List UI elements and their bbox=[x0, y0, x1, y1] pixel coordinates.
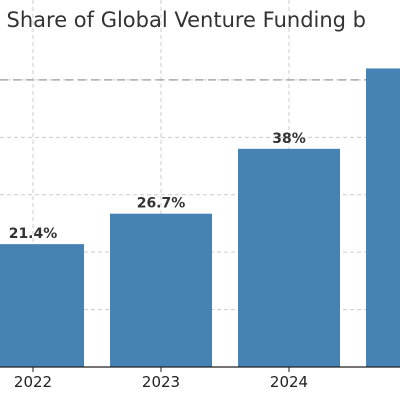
bar-2024 bbox=[238, 148, 340, 367]
x-tick-label: 2024 bbox=[270, 373, 308, 391]
data-label: 38% bbox=[272, 131, 306, 147]
bar-2022 bbox=[0, 244, 84, 367]
data-label: 26.7% bbox=[137, 196, 186, 212]
x-tick-label: 2023 bbox=[142, 373, 180, 391]
bar-2 bbox=[366, 68, 400, 367]
bar-2023 bbox=[110, 213, 212, 367]
x-tick-label: 2022 bbox=[14, 373, 52, 391]
data-labels: 21.4%26.7%38%5 bbox=[9, 131, 306, 242]
chart-title: l Share of Global Venture Funding b bbox=[0, 8, 366, 32]
data-label: 21.4% bbox=[9, 226, 58, 242]
bars bbox=[0, 68, 400, 367]
